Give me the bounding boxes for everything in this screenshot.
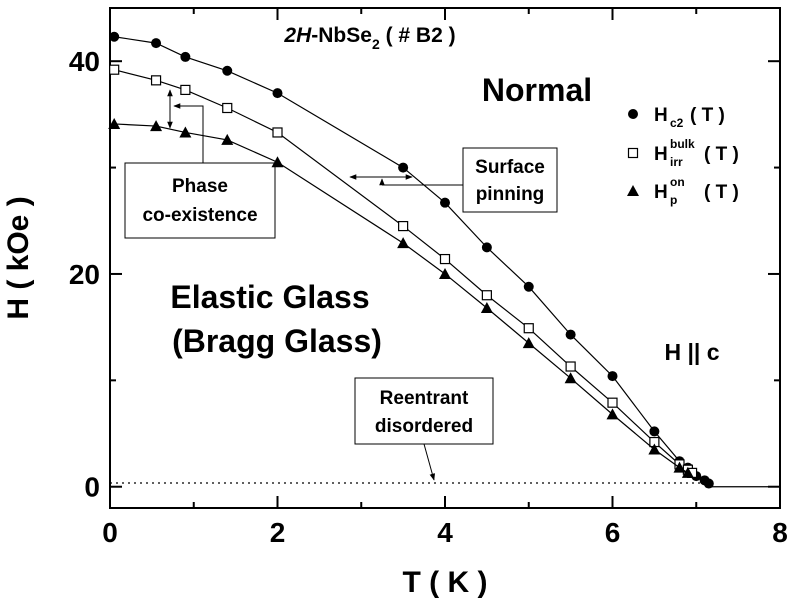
point	[221, 133, 234, 145]
legend-label: p	[670, 193, 677, 207]
x-tick-label: 8	[772, 517, 788, 548]
point	[398, 162, 409, 173]
point	[222, 102, 233, 114]
chart-title: 2H-NbSe2 ( # B2 )	[283, 24, 455, 52]
legend-label: H	[654, 182, 668, 203]
point	[272, 127, 283, 138]
annotation-box	[462, 147, 558, 213]
legend-label: H	[654, 144, 668, 165]
title-part: 2	[372, 36, 380, 52]
annotation: (Bragg Glass)	[172, 323, 382, 359]
x-axis-label: T ( K )	[403, 566, 488, 599]
legend-label: ( T )	[704, 182, 739, 203]
annotation-box	[124, 162, 276, 239]
point	[439, 267, 451, 279]
point	[522, 337, 535, 349]
point	[607, 397, 618, 408]
title-part: 2H	[283, 24, 312, 47]
point	[109, 64, 120, 75]
point	[627, 147, 639, 159]
point	[222, 65, 233, 76]
point	[607, 371, 618, 382]
point	[627, 185, 639, 196]
point	[397, 237, 410, 249]
point	[480, 302, 493, 313]
annotation: H || c	[664, 339, 719, 365]
point	[150, 120, 163, 132]
point	[151, 38, 162, 49]
title-part: -NbSe	[311, 24, 372, 47]
x-tick-label: 4	[437, 517, 453, 548]
legend-label: c2	[670, 116, 684, 130]
point	[648, 443, 661, 455]
point	[108, 117, 121, 129]
point	[481, 290, 492, 301]
point	[649, 426, 660, 437]
series-line	[114, 123, 689, 474]
point	[703, 478, 714, 489]
x-tick-label: 2	[270, 517, 286, 548]
point	[523, 323, 534, 334]
annotation: Elastic Glass	[170, 279, 369, 315]
legend-label: bulk	[670, 137, 695, 151]
annotation: Normal	[482, 72, 592, 108]
point	[673, 461, 686, 473]
point	[109, 31, 120, 42]
legend-label: H	[654, 105, 668, 126]
annotation: co-existence	[142, 205, 257, 226]
title-part: ( # B2 )	[380, 24, 456, 47]
point	[565, 329, 576, 340]
point	[271, 156, 284, 168]
point	[523, 281, 534, 292]
y-tick-label: 0	[84, 472, 100, 503]
annotation-box	[354, 377, 494, 445]
point	[179, 126, 192, 138]
point	[398, 220, 409, 232]
point	[440, 197, 450, 208]
annotation: Phase	[172, 176, 228, 197]
point	[180, 51, 191, 62]
point	[565, 361, 576, 372]
annotation: Surface	[475, 157, 545, 178]
y-axis-label: H ( kOe )	[2, 196, 35, 319]
annotation: pinning	[476, 184, 545, 205]
pointer	[423, 443, 436, 481]
point	[564, 372, 577, 384]
point	[481, 242, 492, 253]
point	[180, 84, 191, 96]
legend-label: irr	[670, 155, 683, 169]
point	[681, 466, 694, 478]
y-tick-label: 20	[69, 259, 100, 290]
point	[439, 253, 451, 265]
annotation: disordered	[375, 416, 473, 437]
pointer	[173, 103, 204, 163]
legend-label: on	[670, 175, 685, 189]
point	[272, 88, 283, 99]
annotation: Reentrant	[380, 388, 469, 409]
y-tick-label: 40	[69, 46, 100, 77]
point	[628, 109, 638, 119]
x-tick-label: 6	[605, 517, 621, 548]
legend-label: ( T )	[690, 105, 725, 126]
x-tick-label: 0	[102, 517, 118, 548]
point	[150, 75, 162, 86]
legend-label: ( T )	[704, 144, 739, 165]
point	[606, 408, 619, 420]
